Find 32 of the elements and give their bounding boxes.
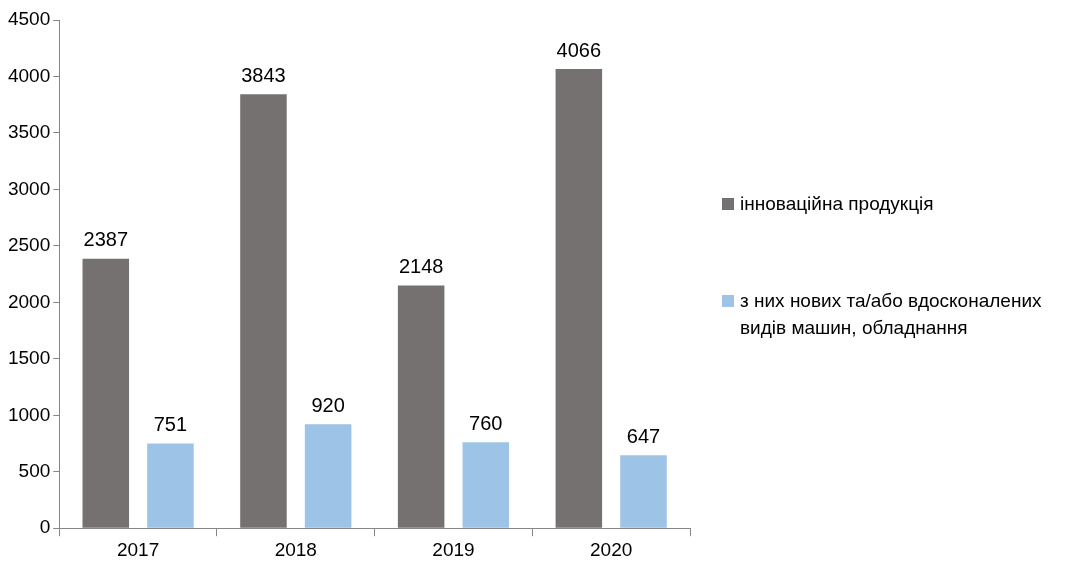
- bar: [555, 69, 603, 528]
- legend-label: з них нових та/або вдосконалених видів машин, обладнання: [740, 289, 1043, 340]
- bar: [82, 258, 130, 528]
- data-label: 647: [626, 424, 661, 447]
- bar: [240, 94, 287, 528]
- data-label: 760: [469, 411, 503, 434]
- y-tick-label: 1500: [7, 347, 51, 369]
- y-tick-label: 500: [18, 459, 51, 481]
- x-tick-label: 2017: [116, 538, 160, 560]
- data-label: 4066: [556, 38, 602, 61]
- data-label: 2387: [83, 228, 129, 251]
- y-tick-label: 3000: [7, 177, 51, 199]
- bar: [147, 443, 194, 528]
- y-tick-label: 2500: [7, 234, 51, 256]
- data-label: 920: [311, 393, 345, 416]
- x-tick-label: 2020: [590, 538, 633, 560]
- bar: [462, 442, 510, 528]
- bar: [620, 455, 667, 528]
- x-tick-label: 2018: [274, 538, 317, 560]
- bar: [397, 285, 445, 528]
- y-tick-label: 1000: [7, 403, 51, 425]
- y-tick-label: 2000: [7, 290, 51, 312]
- y-tick-label: 0: [39, 516, 51, 538]
- y-tick-label: 3500: [7, 121, 51, 143]
- data-label: 2148: [398, 255, 444, 278]
- x-tick-label: 2019: [432, 538, 475, 560]
- data-label: 3843: [241, 63, 286, 86]
- data-label: 751: [153, 412, 188, 435]
- y-tick-label: 4000: [7, 64, 51, 86]
- legend-label: інноваційна продукція: [740, 192, 934, 216]
- y-tick-label: 4500: [7, 8, 51, 30]
- bar: [304, 424, 352, 528]
